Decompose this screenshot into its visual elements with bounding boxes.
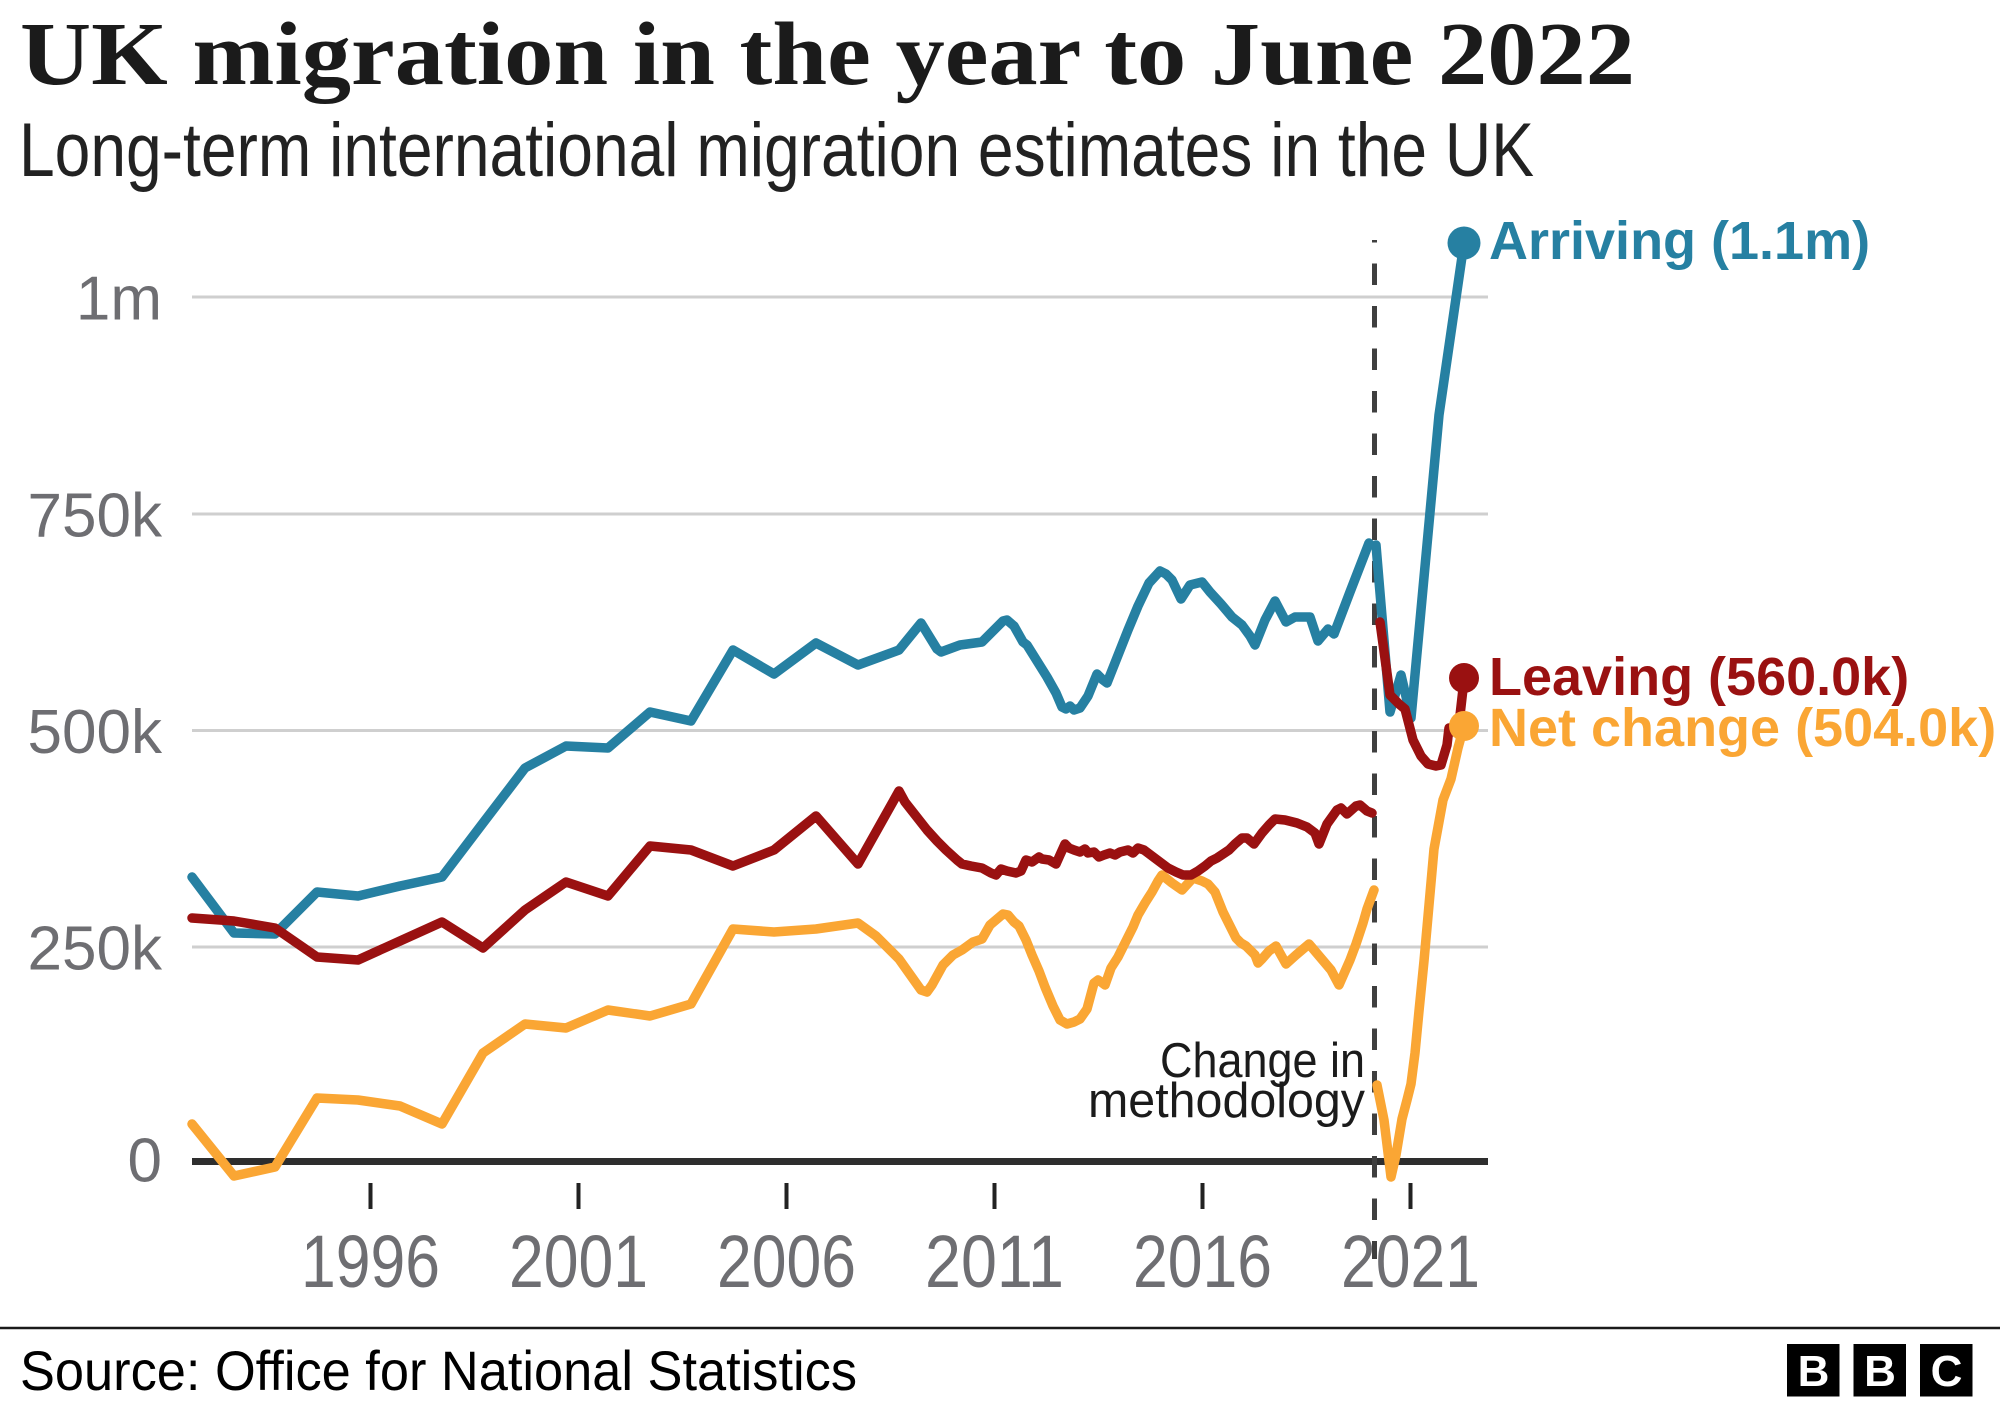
svg-text:methodology: methodology xyxy=(1088,1074,1365,1128)
svg-text:2001: 2001 xyxy=(509,1220,648,1303)
svg-text:B: B xyxy=(1798,1347,1830,1396)
svg-text:1996: 1996 xyxy=(301,1220,440,1303)
svg-text:B: B xyxy=(1864,1347,1896,1396)
svg-text:UK migration in the year to Ju: UK migration in the year to June 2022 xyxy=(20,5,1635,104)
svg-text:Change in: Change in xyxy=(1160,1034,1365,1088)
svg-text:Leaving (560.0k): Leaving (560.0k) xyxy=(1489,647,1909,707)
svg-text:C: C xyxy=(1931,1347,1963,1396)
svg-text:750k: 750k xyxy=(28,482,163,551)
svg-text:Long-term international migrat: Long-term international migration estima… xyxy=(19,108,1534,193)
svg-text:0: 0 xyxy=(128,1127,162,1196)
svg-text:Net change (504.0k): Net change (504.0k) xyxy=(1489,698,1996,758)
svg-text:2011: 2011 xyxy=(925,1220,1064,1303)
svg-text:2021: 2021 xyxy=(1341,1220,1480,1303)
svg-text:Source: Office for National St: Source: Office for National Statistics xyxy=(20,1339,857,1402)
svg-text:1m: 1m xyxy=(76,265,162,334)
svg-text:2006: 2006 xyxy=(717,1220,856,1303)
svg-text:500k: 500k xyxy=(28,698,163,767)
svg-text:250k: 250k xyxy=(28,915,163,984)
svg-text:Arriving (1.1m): Arriving (1.1m) xyxy=(1489,211,1870,271)
svg-text:2016: 2016 xyxy=(1133,1220,1272,1303)
